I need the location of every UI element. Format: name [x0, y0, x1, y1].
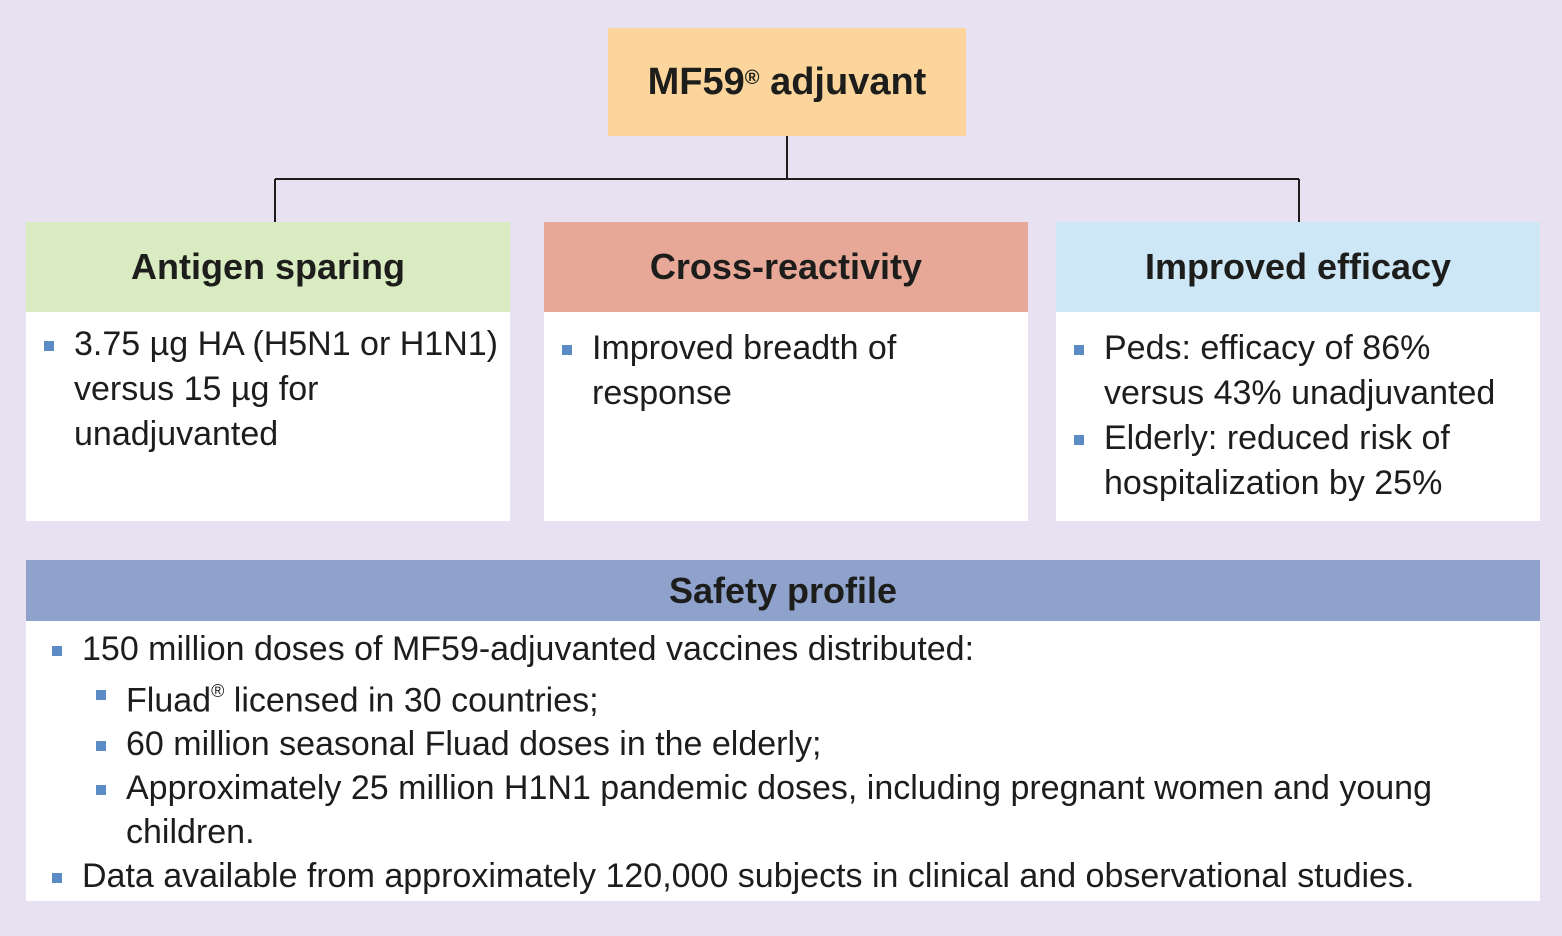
bullet-square-icon	[44, 341, 54, 351]
cross-reactivity-box: Cross-reactivity Improved breadth of res…	[544, 222, 1028, 521]
antigen-sparing-title: Antigen sparing	[26, 222, 510, 312]
bullet-square-icon	[96, 741, 106, 752]
improved-efficacy-title: Improved efficacy	[1056, 222, 1540, 312]
list-item-text: 60 million seasonal Fluad doses in the e…	[126, 725, 822, 764]
list-item-text: Elderly: reduced risk of hospitalization…	[1104, 419, 1450, 502]
improved-efficacy-list: Peds: efficacy of 86% versus 43% unadjuv…	[1056, 312, 1540, 506]
root-suffix: adjuvant	[759, 60, 927, 103]
list-item: Data available from approximately 120,00…	[52, 854, 1540, 898]
list-item: Approximately 25 million H1N1 pandemic d…	[96, 766, 1540, 854]
antigen-sparing-list: 3.75 µg HA (H5N1 or H1N1) versus 15 µg f…	[26, 312, 510, 457]
root-node: MF59 ® adjuvant	[608, 28, 966, 136]
root-label: MF59	[647, 60, 745, 103]
bullet-square-icon	[96, 690, 106, 700]
bullet-square-icon	[52, 873, 62, 884]
safety-profile-title: Safety profile	[26, 560, 1540, 621]
list-item-text: Data available from approximately 120,00…	[82, 857, 1415, 896]
bullet-square-icon	[52, 646, 62, 656]
list-item: Fluad® licensed in 30 countries;	[96, 671, 1540, 722]
list-item: Improved breadth of response	[562, 326, 1018, 416]
list-item: 3.75 µg HA (H5N1 or H1N1) versus 15 µg f…	[44, 322, 500, 457]
list-item-text: Peds: efficacy of 86% versus 43% unadjuv…	[1104, 329, 1496, 412]
registered-mark: ®	[211, 681, 225, 701]
list-item-text: licensed in 30 countries;	[224, 681, 599, 720]
list-item-text: Fluad	[126, 681, 212, 720]
list-item-text: 3.75 µg HA (H5N1 or H1N1) versus 15 µg f…	[74, 325, 498, 453]
antigen-sparing-box: Antigen sparing 3.75 µg HA (H5N1 or H1N1…	[26, 222, 510, 521]
safety-list: 150 million doses of MF59-adjuvanted vac…	[26, 621, 1540, 671]
list-item: Elderly: reduced risk of hospitalization…	[1074, 416, 1530, 506]
list-item: Peds: efficacy of 86% versus 43% unadjuv…	[1074, 326, 1530, 416]
list-item-text: Improved breadth of response	[592, 329, 897, 412]
improved-efficacy-box: Improved efficacy Peds: efficacy of 86% …	[1056, 222, 1540, 521]
root-registered-mark: ®	[744, 66, 760, 89]
list-item: 60 million seasonal Fluad doses in the e…	[96, 722, 1540, 766]
safety-profile-box: Safety profile 150 million doses of MF59…	[26, 560, 1540, 901]
list-item-text: 150 million doses of MF59-adjuvanted vac…	[82, 630, 975, 668]
bullet-square-icon	[1074, 435, 1084, 445]
safety-list-end: Data available from approximately 120,00…	[26, 854, 1540, 898]
list-item: 150 million doses of MF59-adjuvanted vac…	[52, 627, 1540, 671]
safety-sublist: Fluad® licensed in 30 countries; 60 mill…	[26, 671, 1540, 854]
bullet-square-icon	[1074, 345, 1084, 355]
list-item-text: Approximately 25 million H1N1 pandemic d…	[126, 769, 1432, 852]
cross-reactivity-title: Cross-reactivity	[544, 222, 1028, 312]
bullet-square-icon	[96, 785, 106, 796]
bullet-square-icon	[562, 345, 572, 355]
cross-reactivity-list: Improved breadth of response	[544, 312, 1028, 416]
